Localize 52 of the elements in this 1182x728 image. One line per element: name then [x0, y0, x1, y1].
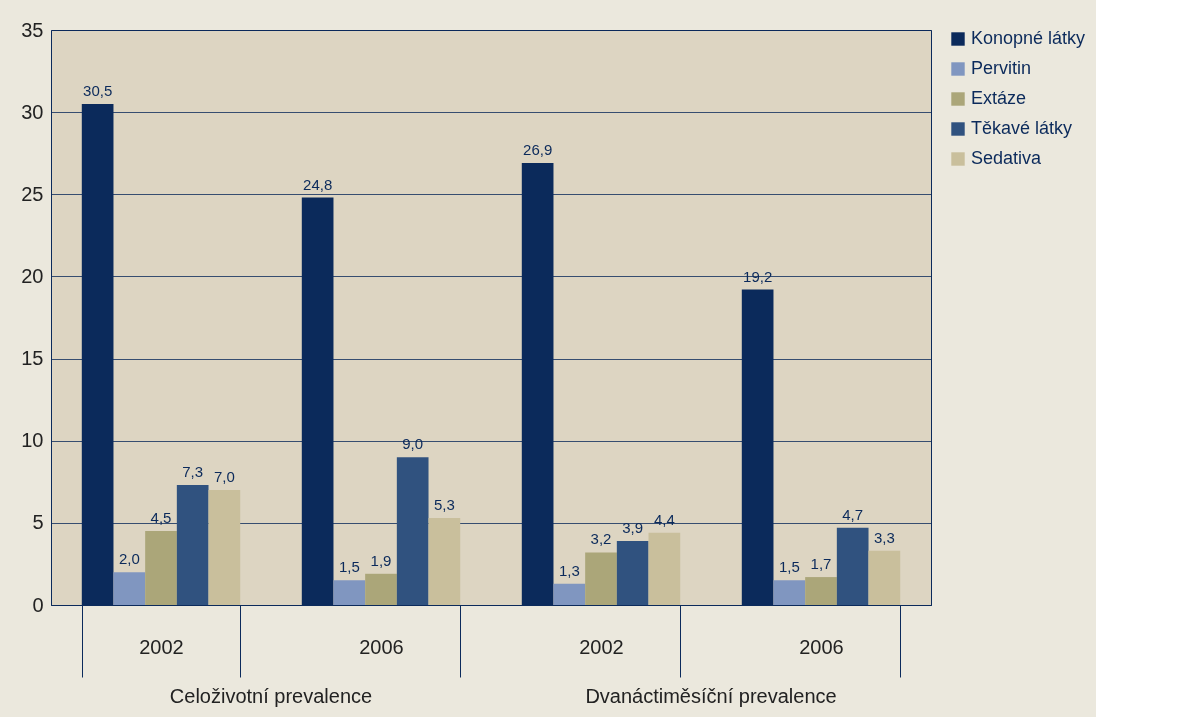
- data-label: 4,5: [150, 509, 172, 527]
- bar: [333, 580, 366, 605]
- text: Dvanáctiměsíční prevalence: [585, 685, 837, 707]
- bar: [145, 531, 177, 605]
- data-label: 1,9: [370, 551, 392, 569]
- data-label: 1,3: [558, 561, 580, 579]
- bar: [113, 572, 146, 605]
- data-label: 24,8: [303, 175, 333, 193]
- y-tick-label: 35: [21, 18, 44, 41]
- data-label: 5,3: [433, 495, 455, 513]
- legend-label: Extáze: [971, 88, 1027, 108]
- data-label: 4,7: [842, 505, 864, 523]
- y-tick-label: 15: [21, 347, 44, 370]
- data-label: 30,5: [83, 81, 113, 99]
- y-tick-label: 0: [32, 593, 44, 616]
- x-tick-label: 2002: [579, 635, 624, 658]
- y-tick-label: 20: [21, 264, 44, 287]
- bar: [805, 577, 837, 605]
- y-tick-label: 5: [32, 511, 44, 534]
- bar: [616, 540, 649, 605]
- x-tick-label: 2002: [139, 635, 184, 658]
- bar: [553, 583, 586, 605]
- data-label: 1,5: [338, 558, 360, 576]
- bar: [176, 485, 209, 605]
- bar: [773, 580, 806, 605]
- bar: [585, 552, 617, 605]
- bar: [208, 490, 241, 605]
- data-label: 3,9: [622, 518, 644, 536]
- x-tick-label: 2006: [359, 635, 404, 658]
- data-label: 3,3: [873, 528, 895, 546]
- data-label: 7,0: [213, 468, 235, 485]
- legend-label: Sedativa: [971, 148, 1043, 168]
- y-tick-label: 30: [21, 100, 44, 123]
- data-label: 26,9: [523, 141, 553, 159]
- y-tick-label: 10: [21, 429, 44, 452]
- legend-label: Těkavé látky: [971, 118, 1073, 138]
- text: Celoživotní prevalence: [169, 685, 373, 707]
- data-label: 7,3: [182, 463, 204, 481]
- legend-label: Pervitin: [971, 58, 1032, 78]
- data-label: 3,2: [590, 530, 612, 548]
- bar: [836, 527, 869, 605]
- bar: [428, 517, 461, 605]
- bar: [365, 573, 397, 605]
- bar: [868, 550, 901, 605]
- data-label: 1,7: [810, 555, 832, 573]
- x-tick-label: 2006: [799, 635, 844, 658]
- data-label: 1,5: [778, 558, 800, 576]
- data-label: 2,0: [118, 550, 140, 568]
- bar: [396, 457, 429, 605]
- y-tick-label: 25: [21, 182, 44, 205]
- bar: [648, 532, 681, 605]
- legend-label: Konopné látky: [971, 28, 1086, 48]
